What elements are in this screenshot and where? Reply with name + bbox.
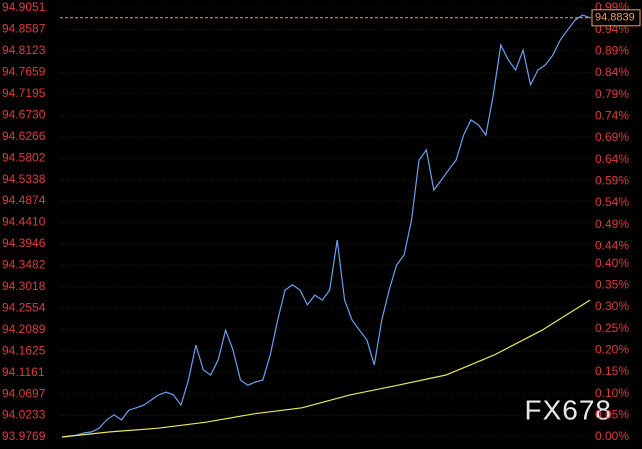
y-tick-label: 94.7195	[2, 86, 46, 100]
y2-tick-label: 0.89%	[595, 44, 629, 58]
watermark: FX678	[525, 394, 613, 425]
line	[61, 299, 591, 438]
y-tick-label: 94.5338	[2, 172, 46, 186]
line	[61, 14, 591, 438]
y-tick-label: 94.2554	[2, 300, 46, 314]
y-tick-label: 94.3018	[2, 279, 46, 293]
y-tick-label: 94.1625	[2, 343, 46, 357]
y-tick-label: 94.8123	[2, 43, 46, 57]
y2-tick-label: 0.05%	[595, 408, 629, 422]
y2-tick-label: 0.35%	[595, 278, 629, 292]
y2-tick-label: 0.49%	[595, 217, 629, 231]
y-tick-label: 93.9769	[2, 429, 46, 443]
last-price-box	[591, 9, 641, 27]
y2-tick-label: 0.20%	[595, 343, 629, 357]
y-tick-label: 94.9051	[2, 0, 46, 14]
last-price-label: 94.8839	[595, 12, 635, 24]
y-tick-label: 94.4874	[2, 193, 46, 207]
y2-tick-label: 0.00%	[595, 429, 629, 443]
y2-tick-label: 0.30%	[595, 299, 629, 313]
y2-tick-label: 0.69%	[595, 130, 629, 144]
y-tick-label: 94.0697	[2, 386, 46, 400]
y-tick-label: 94.1161	[2, 365, 45, 379]
y2-tick-label: 0.15%	[595, 364, 629, 378]
y-tick-label: 94.5802	[2, 150, 46, 164]
y2-tick-label: 0.74%	[595, 109, 629, 123]
y2-tick-label: 0.44%	[595, 239, 629, 253]
y2-tick-label: 0.64%	[595, 152, 629, 166]
y2-tick-label: 0.84%	[595, 65, 629, 79]
y2-tick-label: 0.59%	[595, 174, 629, 188]
y-tick-label: 94.6730	[2, 107, 46, 121]
y2-tick-label: 0.40%	[595, 256, 629, 270]
y-tick-label: 94.8587	[2, 22, 46, 36]
y-tick-label: 94.3946	[2, 236, 46, 250]
y-tick-label: 94.7659	[2, 65, 46, 79]
y2-tick-label: 0.79%	[595, 87, 629, 101]
y-tick-label: 94.2089	[2, 322, 46, 336]
y2-tick-label: 0.54%	[595, 195, 629, 209]
y2-tick-label: 0.25%	[595, 321, 629, 335]
y2-tick-label: 0.10%	[595, 386, 629, 400]
y-tick-label: 94.6266	[2, 129, 46, 143]
y-tick-label: 94.0233	[2, 408, 46, 422]
y-tick-label: 94.3482	[2, 258, 46, 272]
y-tick-label: 94.4410	[2, 215, 46, 229]
